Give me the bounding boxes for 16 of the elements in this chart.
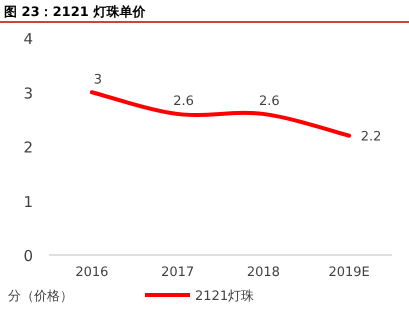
legend-label: 2121灯珠 — [195, 289, 254, 304]
data-label: 2.6 — [173, 94, 194, 109]
x-tick-label: 2018 — [246, 265, 280, 280]
y-tick-label: 2 — [23, 138, 33, 156]
y-tick-label: 4 — [23, 30, 33, 48]
y-axis-title: 分（价格） — [8, 289, 73, 304]
title: 图 23：2121 灯珠单价 — [4, 5, 146, 20]
x-tick-label: 2019E — [328, 265, 370, 280]
data-label: 2.2 — [360, 130, 382, 145]
x-tick-label: 2017 — [161, 265, 194, 280]
y-tick-label: 3 — [23, 84, 33, 102]
data-label: 3 — [94, 72, 102, 88]
y-tick-label: 1 — [23, 192, 33, 211]
y-tick-label: 0 — [23, 247, 33, 265]
data-label: 2.6 — [259, 94, 280, 109]
x-tick-label: 2016 — [75, 265, 108, 280]
